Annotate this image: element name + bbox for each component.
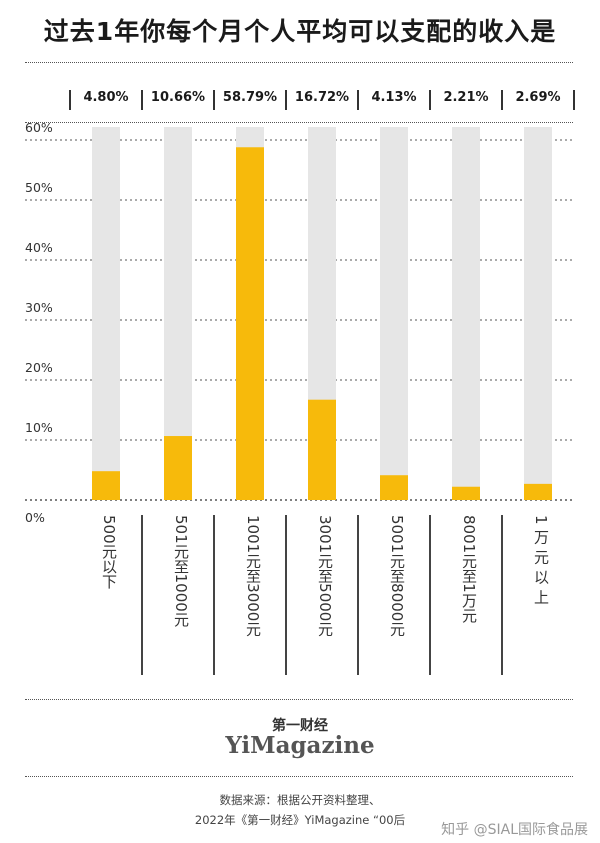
y-tick-label: 30% [25,300,53,315]
category-label: 8001元至1万元 [460,515,478,623]
value-label: 2.21% [443,90,489,105]
y-tick-label: 40% [25,240,53,255]
category-label: 3001元至5000元 [316,515,334,637]
chart-title: 过去1年你每个月个人平均可以支配的收入是 [43,17,557,46]
category-separator [357,515,359,675]
value-label-separator [285,90,287,110]
value-label: 10.66% [150,90,206,105]
brand-chinese-name: 第一财经 [272,718,328,734]
bar [524,483,552,500]
bar-track [92,127,120,500]
value-label-separator [69,90,71,110]
value-label: 4.80% [83,90,129,105]
bar-track [524,127,552,500]
source-line-2: 2022年《第一财经》YiMagazine “00后 [194,813,406,827]
bar-track [452,127,480,500]
category-label: 501元至1000元 [172,515,190,627]
y-tick-label: 0% [25,510,45,525]
brand-logo: YiMagazine [225,732,375,759]
category-label: 1万元以上 [532,515,550,610]
bar-track [380,127,408,500]
category-label: 500元以下 [100,515,118,589]
category-separator [213,515,215,675]
watermark: 知乎 @SIAL国际食品展 [441,822,588,838]
value-label-separator [141,90,143,110]
bar [164,436,192,500]
divider-top [25,62,573,63]
source-line-1: 数据来源：根据公开资料整理、 [219,793,381,807]
divider-above-source [25,776,573,777]
value-label: 58.79% [222,90,278,105]
y-tick-label: 50% [25,180,53,195]
value-label-separator [357,90,359,110]
category-separator [141,515,143,675]
category-separator [285,515,287,675]
divider-above-brand [25,699,573,700]
category-separator [501,515,503,675]
category-label: 1001元至3000元 [244,515,262,637]
value-label-separator [429,90,431,110]
value-label-separator [573,90,575,110]
value-label: 2.69% [515,90,561,105]
category-label: 5001元至8000元 [388,515,406,637]
value-label-separator [213,90,215,110]
divider-under-labels [25,122,573,123]
value-label-separator [501,90,503,110]
value-label: 4.13% [371,90,417,105]
y-tick-label: 10% [25,420,53,435]
bar [92,471,120,500]
y-tick-label: 20% [25,360,53,375]
y-tick-label: 60% [25,120,53,135]
category-separator [429,515,431,675]
value-label: 16.72% [294,90,350,105]
bar [380,475,408,500]
bar [452,486,480,500]
bar [308,399,336,500]
bar [236,147,264,500]
